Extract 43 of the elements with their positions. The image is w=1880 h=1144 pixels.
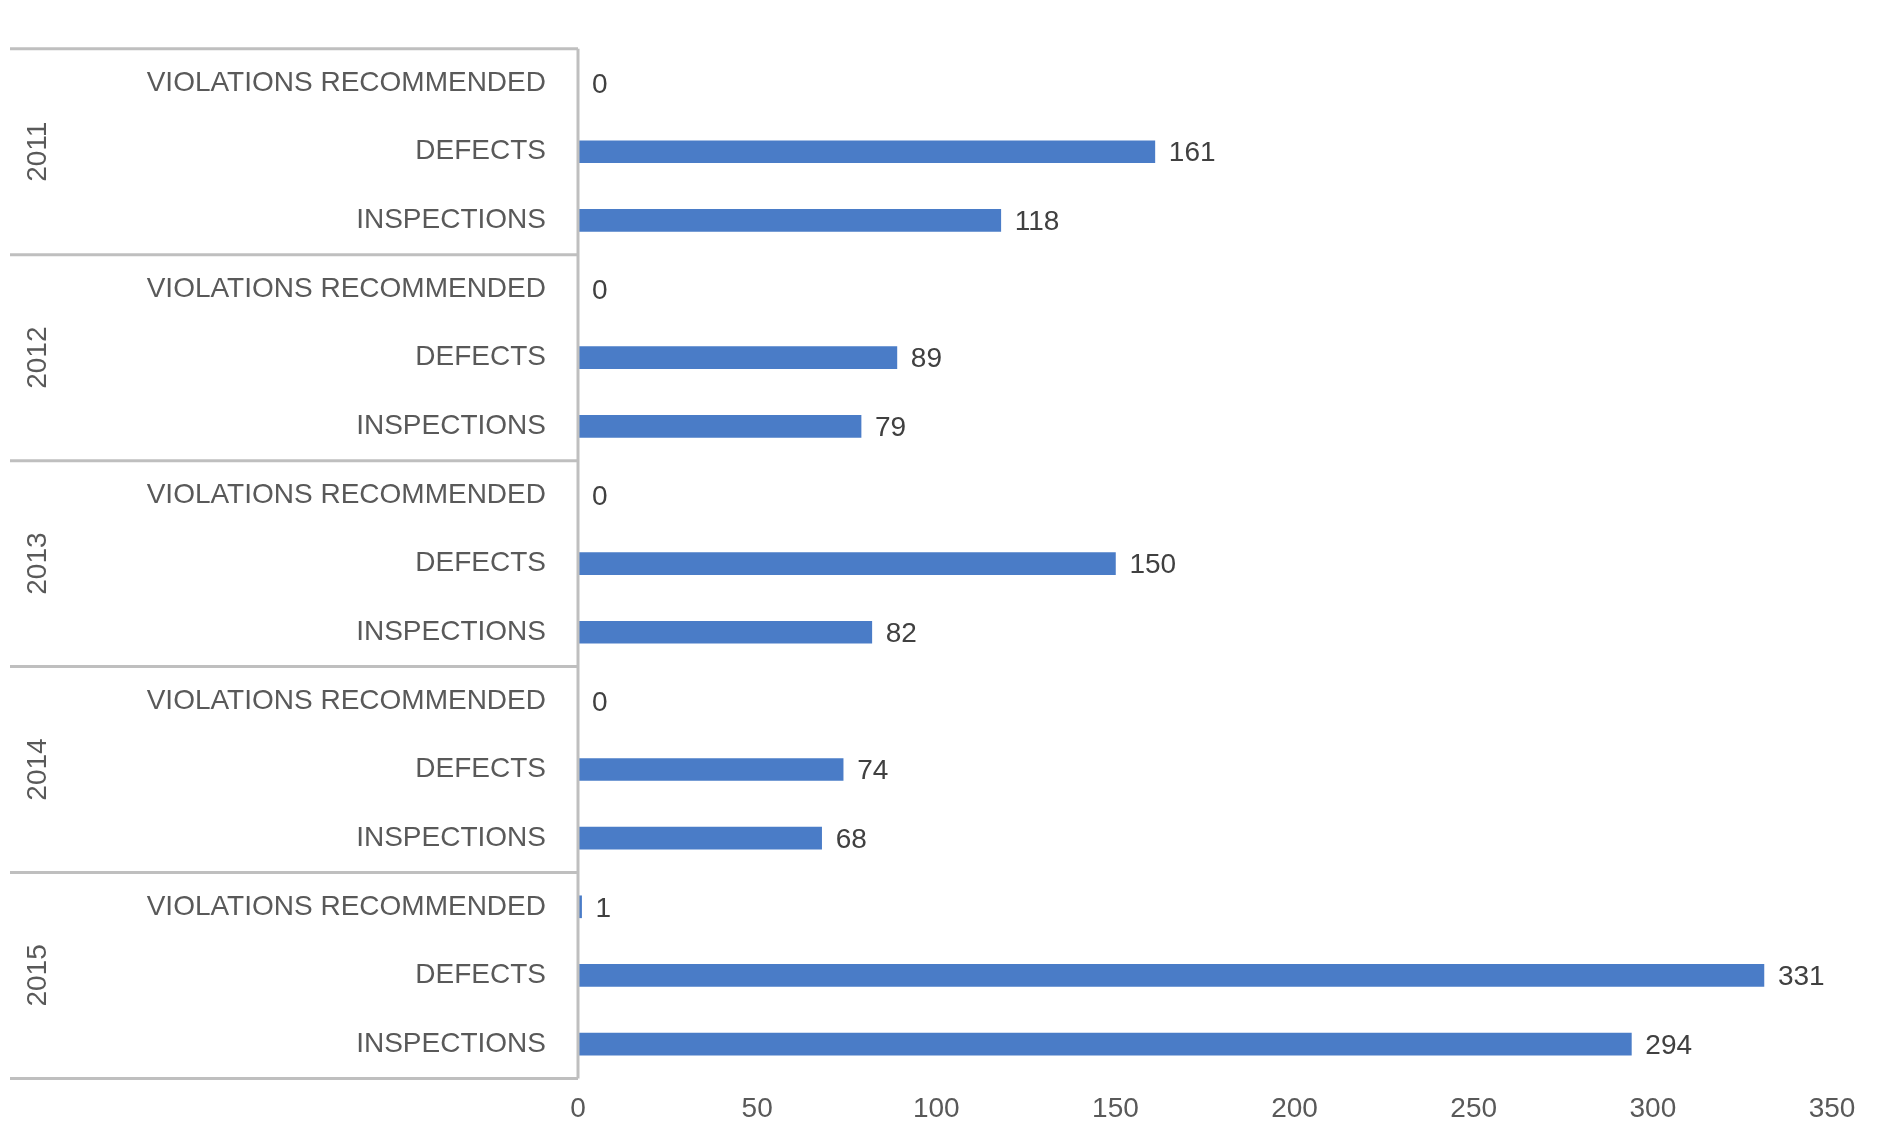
data-label: 331 bbox=[1777, 960, 1825, 992]
data-label: 294 bbox=[1645, 1028, 1693, 1060]
y-tick-label: INSPECTIONS bbox=[356, 203, 546, 235]
data-label: 118 bbox=[1014, 205, 1060, 237]
data-label: 0 bbox=[592, 273, 608, 305]
data-label: 89 bbox=[910, 342, 943, 374]
data-label: 82 bbox=[885, 616, 917, 648]
data-label: 0 bbox=[592, 67, 608, 99]
x-tick-label: 0 bbox=[570, 1091, 586, 1123]
y-tick-label: DEFECTS bbox=[415, 340, 546, 372]
data-label: 68 bbox=[835, 822, 867, 854]
y-tick-label: VIOLATIONS RECOMMENDED bbox=[146, 65, 546, 97]
y-tick-label: INSPECTIONS bbox=[356, 409, 546, 441]
y-tick-label: INSPECTIONS bbox=[356, 614, 546, 646]
data-label: 79 bbox=[875, 411, 907, 443]
data-label: 161 bbox=[1168, 136, 1216, 168]
data-label: 150 bbox=[1129, 548, 1177, 580]
y-tick-label: VIOLATIONS RECOMMENDED bbox=[146, 683, 546, 715]
y-tick-label: VIOLATIONS RECOMMENDED bbox=[146, 889, 546, 921]
x-tick-label: 250 bbox=[1450, 1091, 1498, 1123]
y-tick-label: DEFECTS bbox=[415, 752, 546, 784]
y-tick-label: INSPECTIONS bbox=[356, 1026, 546, 1058]
text: 2011 bbox=[20, 121, 52, 182]
text: 2014 bbox=[20, 738, 52, 801]
y-tick-label: DEFECTS bbox=[415, 958, 546, 990]
x-tick-label: 200 bbox=[1271, 1091, 1318, 1123]
text: 2012 bbox=[20, 326, 52, 389]
x-tick-label: 300 bbox=[1629, 1091, 1677, 1123]
text: 2013 bbox=[20, 532, 52, 595]
text: 2015 bbox=[20, 944, 52, 1007]
y-tick-label: VIOLATIONS RECOMMENDED bbox=[146, 477, 546, 509]
data-label: 1 bbox=[595, 891, 612, 923]
y-tick-label: VIOLATIONS RECOMMENDED bbox=[146, 271, 546, 303]
x-tick-label: 100 bbox=[912, 1091, 960, 1123]
y-tick-label: DEFECTS bbox=[415, 546, 546, 578]
y-tick-label: DEFECTS bbox=[415, 134, 546, 166]
x-tick-label: 150 bbox=[1092, 1091, 1139, 1123]
data-label: 0 bbox=[592, 685, 608, 717]
x-tick-label: 350 bbox=[1808, 1091, 1856, 1123]
x-tick-label: 50 bbox=[741, 1091, 773, 1123]
data-label: 74 bbox=[857, 754, 889, 786]
data-label: 0 bbox=[592, 479, 608, 511]
y-tick-label: INSPECTIONS bbox=[356, 820, 546, 852]
